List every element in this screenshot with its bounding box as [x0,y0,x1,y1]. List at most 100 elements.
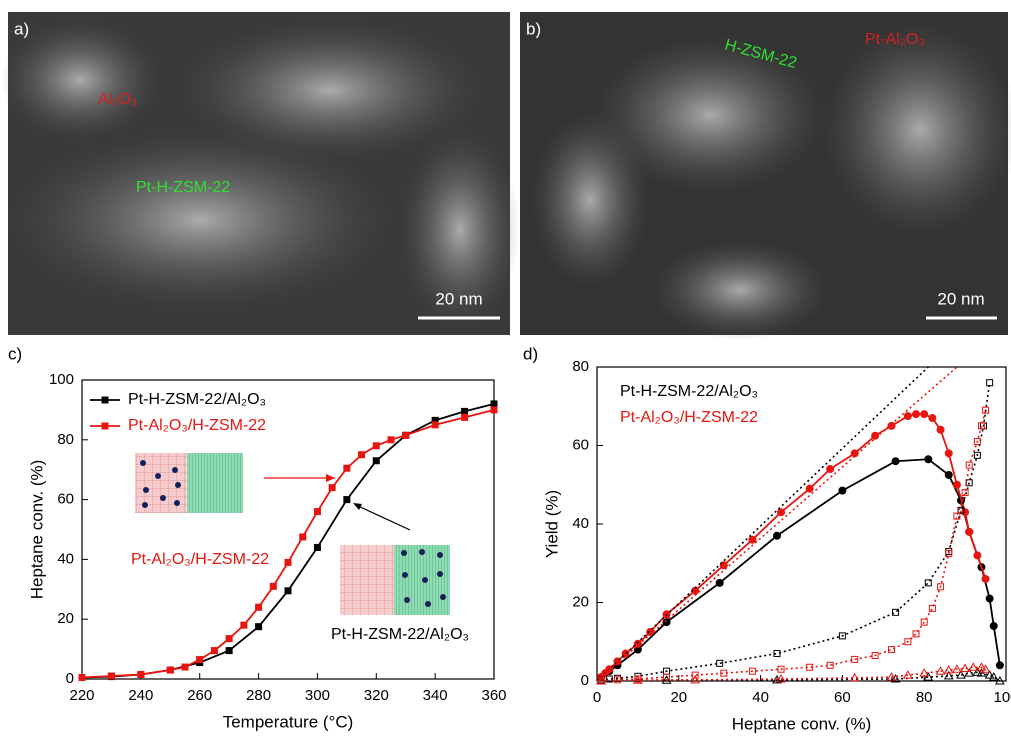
data-point [490,400,498,408]
data-point [945,549,953,557]
data-point [973,438,981,446]
data-point [431,416,439,424]
data-point [605,675,613,683]
y-tick-label: 40 [572,515,589,532]
legend-label: Pt-Al₂O₃/H-ZSM-22 [620,409,758,426]
x-tick-label: 340 [423,687,448,704]
series-line [600,458,1001,678]
data-point [973,451,981,459]
data-point [886,672,897,681]
series-line [597,367,929,681]
data-point [953,512,961,520]
data-point [402,431,410,439]
data-point [995,675,1005,685]
x-tick-label: 320 [364,687,389,704]
inset-diagram [340,503,450,615]
y-tick-label: 20 [572,593,589,610]
data-point [181,663,189,671]
x-tick-label: 240 [128,687,153,704]
data-point [924,455,933,464]
data-point [964,668,975,677]
data-point [903,412,912,421]
data-point [490,406,498,414]
annotation: Pt-Al₂O₃/H-ZSM-22 [131,551,269,568]
data-point [772,531,781,540]
micrograph [520,12,1011,340]
data-point [891,457,900,466]
y-tick-label: 60 [572,436,589,453]
y-tick-label: 0 [66,670,74,687]
data-point [920,410,929,419]
x-tick-label: 300 [305,687,330,704]
data-point [633,639,642,648]
data-point [107,672,115,680]
y-axis-label: Heptane conv. (%) [27,460,46,600]
data-point [343,496,351,504]
data-point [952,664,962,673]
data-point [912,630,920,638]
data-point [748,535,757,544]
data-point [284,558,292,566]
x-tick-label: 260 [187,687,212,704]
legend-label: Pt-H-ZSM-22/Al₂O₃ [128,391,266,408]
data-point [826,465,835,474]
data-point [716,659,724,667]
data-point [461,407,469,415]
data-point [269,582,277,590]
data-point [937,583,945,591]
data-point [952,480,961,489]
legend-label: Pt-H-ZSM-22/Al₂O₃ [620,383,758,400]
data-point [225,635,233,643]
data-point [984,670,995,679]
data-point [773,650,781,658]
data-point [690,674,701,684]
data-point [920,618,928,626]
data-point [777,508,786,517]
data-point [776,674,786,683]
y-tick-label: 40 [57,550,74,567]
data-point [981,574,990,583]
data-point [989,622,998,631]
data-point [902,670,913,679]
y-tick-label: 80 [57,431,74,448]
data-point [960,663,970,672]
y-tick-label: 60 [57,491,74,508]
data-point [961,489,969,497]
data-point [343,464,351,472]
data-point [166,666,174,674]
data-point [973,551,982,560]
series-line [601,382,991,681]
x-tick-label: 280 [246,687,271,704]
x-tick-label: 60 [834,689,851,706]
y-tick-label: 80 [572,358,589,375]
data-point [196,656,204,664]
data-point [850,449,859,458]
data-point [887,646,895,654]
data-point [225,647,233,655]
data-point [936,425,945,434]
plot-frame [596,366,1007,682]
data-point [980,664,991,673]
data-point [943,670,954,680]
data-point [313,543,321,551]
data-point [838,486,847,495]
x-tick-label: 360 [481,687,506,704]
data-point [838,632,846,640]
data-point [805,484,814,493]
data-point [976,662,987,671]
data-point [777,665,785,673]
data-point [928,604,936,612]
data-point [851,655,859,663]
x-tick-label: 40 [752,689,769,706]
data-point [961,508,970,517]
data-point [748,667,756,675]
series-line [601,671,1001,681]
scale-bar-label: 20 nm [937,289,984,308]
data-point [605,665,614,674]
data-point [255,623,263,631]
data-point [691,586,700,595]
data-point [986,379,994,387]
annotation: Pt-H-ZSM-22/Al₂O₃ [331,626,469,643]
y-tick-label: 20 [57,610,74,627]
data-point [210,647,218,655]
